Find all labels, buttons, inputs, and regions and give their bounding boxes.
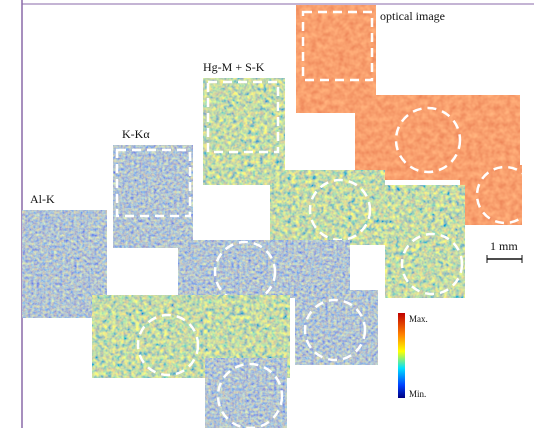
label: Al-K [30, 192, 55, 206]
colorbar-min: Min. [409, 389, 426, 399]
scale-label: 1 mm [490, 239, 518, 253]
label: Hg-M + S-K [203, 60, 265, 74]
colorbar: Max. Min. [398, 313, 428, 399]
colorbar-max: Max. [409, 314, 428, 324]
scale-bar: 1 mm [487, 239, 522, 263]
label: K-Kα [122, 127, 150, 141]
figure: optical image Hg-M + S-K K-Kα Al-K 1 mm … [0, 0, 534, 428]
label: optical image [380, 9, 445, 23]
